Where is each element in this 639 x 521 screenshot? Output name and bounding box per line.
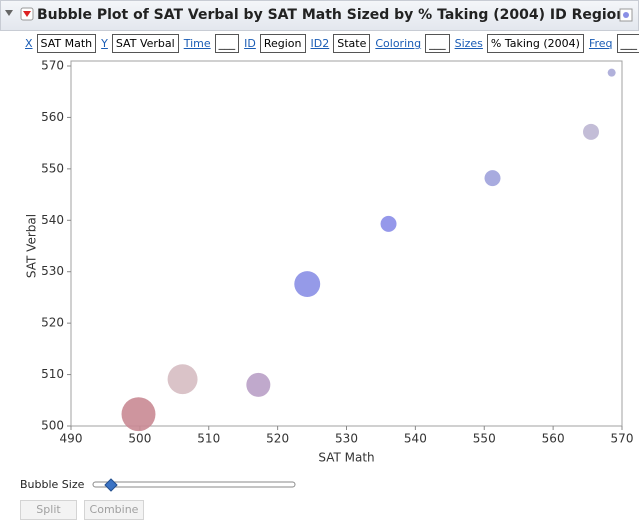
combine-button[interactable]: Combine: [84, 500, 144, 520]
x-axis-label: SAT Math: [318, 451, 374, 465]
y-tick-label: 540: [41, 213, 64, 227]
bubble: [484, 170, 501, 187]
bubble: [583, 123, 600, 140]
y-axis-label: SAT Verbal: [25, 214, 39, 278]
role-box[interactable]: SAT Verbal: [111, 34, 179, 53]
role-link[interactable]: Sizes: [454, 37, 483, 50]
y-tick-label: 570: [41, 59, 64, 73]
y-tick-label: 530: [41, 264, 64, 278]
role-box[interactable]: Region: [259, 34, 306, 53]
bubble: [167, 364, 198, 395]
role-box[interactable]: ___: [425, 34, 450, 53]
y-tick-label: 500: [41, 419, 64, 433]
y-tick-label: 510: [41, 367, 64, 381]
x-tick-label: 560: [542, 432, 565, 446]
y-tick-label: 550: [41, 161, 64, 175]
role-link[interactable]: Time: [183, 37, 211, 50]
chart: 490 500 510 520 530 540 550 560 5705005105205305…: [25, 59, 634, 465]
title-bar: Bubble Plot of SAT Verbal by SAT Math Si…: [0, 0, 639, 31]
x-tick-label: 490: [60, 432, 83, 446]
role-box[interactable]: SAT Math: [36, 34, 97, 53]
role-link[interactable]: Freq: [588, 37, 613, 50]
role-link[interactable]: Coloring: [375, 37, 422, 50]
x-tick-label: 500: [128, 432, 151, 446]
bubble: [294, 271, 321, 298]
role-link[interactable]: ID: [244, 37, 256, 50]
role-bar: X SAT Math Y SAT Verbal Time ___ ID Region ID2 St…: [22, 34, 639, 53]
role-link[interactable]: X: [25, 37, 33, 50]
bubble: [121, 397, 156, 432]
bubble: [380, 215, 397, 232]
x-tick-label: 550: [473, 432, 496, 446]
role-link[interactable]: Y: [101, 37, 108, 50]
role-box[interactable]: ___: [214, 34, 240, 53]
y-tick-label: 520: [41, 316, 64, 330]
pin-icon[interactable]: [619, 8, 633, 22]
x-tick-label: 510: [197, 432, 220, 446]
title-icons: [5, 7, 34, 21]
role-box[interactable]: State: [333, 34, 371, 53]
split-button[interactable]: Split: [20, 500, 77, 520]
bubble: [607, 68, 616, 77]
x-tick-label: 530: [335, 432, 358, 446]
y-tick-label: 560: [41, 110, 64, 124]
bubble-size-label: Bubble Size: [20, 478, 85, 491]
x-tick-label: 570: [611, 432, 634, 446]
window-title: Bubble Plot of SAT Verbal by SAT Math Si…: [37, 7, 627, 23]
bubble-size-slider[interactable]: [88, 478, 308, 492]
x-tick-label: 520: [266, 432, 289, 446]
role-link[interactable]: ID2: [310, 37, 330, 50]
x-tick-label: 540: [404, 432, 427, 446]
bubble: [246, 372, 271, 397]
plot-frame: [70, 60, 623, 427]
role-box[interactable]: ___: [616, 34, 639, 53]
role-box[interactable]: % Taking (2004): [486, 34, 584, 53]
